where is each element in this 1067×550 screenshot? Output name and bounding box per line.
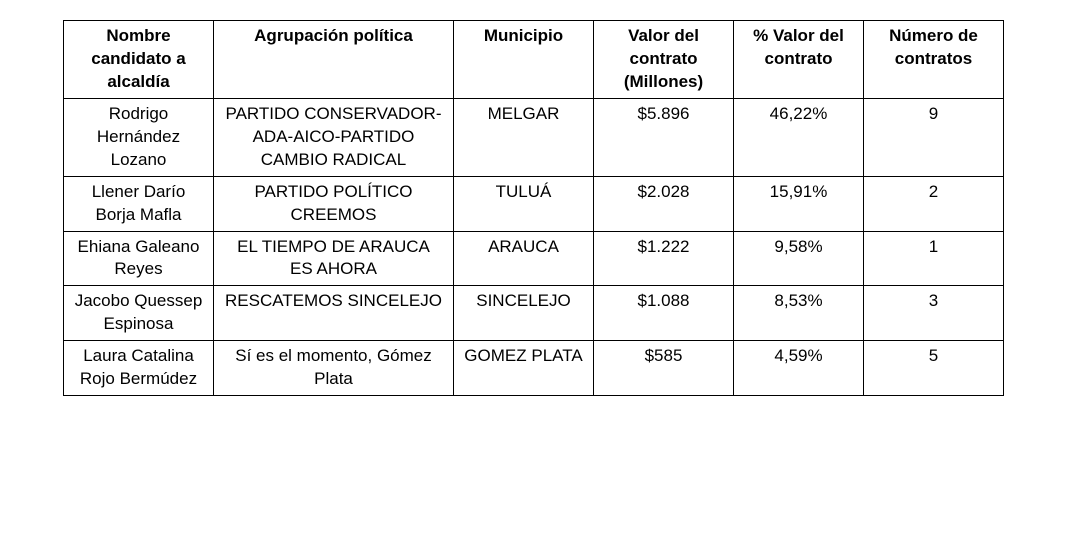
cell-value: $1.088 <box>594 286 734 341</box>
cell-candidate: Ehiana Galeano Reyes <box>64 231 214 286</box>
cell-municipality: GOMEZ PLATA <box>454 341 594 396</box>
cell-candidate: Jacobo Quessep Espinosa <box>64 286 214 341</box>
cell-candidate: Laura Catalina Rojo Bermúdez <box>64 341 214 396</box>
table-header: Nombre candidato a alcaldía Agrupación p… <box>64 21 1004 99</box>
cell-party: RESCATEMOS SINCELEJO <box>214 286 454 341</box>
cell-count: 5 <box>864 341 1004 396</box>
cell-percent: 8,53% <box>734 286 864 341</box>
cell-percent: 15,91% <box>734 176 864 231</box>
cell-municipality: SINCELEJO <box>454 286 594 341</box>
cell-percent: 9,58% <box>734 231 864 286</box>
cell-municipality: TULUÁ <box>454 176 594 231</box>
cell-party: EL TIEMPO DE ARAUCA ES AHORA <box>214 231 454 286</box>
cell-count: 3 <box>864 286 1004 341</box>
cell-count: 2 <box>864 176 1004 231</box>
cell-value: $1.222 <box>594 231 734 286</box>
cell-party: PARTIDO POLÍTICO CREEMOS <box>214 176 454 231</box>
cell-party: Sí es el momento, Gómez Plata <box>214 341 454 396</box>
cell-municipality: ARAUCA <box>454 231 594 286</box>
table-body: Rodrigo Hernández Lozano PARTIDO CONSERV… <box>64 98 1004 395</box>
table-row: Laura Catalina Rojo Bermúdez Sí es el mo… <box>64 341 1004 396</box>
col-header-count: Número de contratos <box>864 21 1004 99</box>
table-row: Jacobo Quessep Espinosa RESCATEMOS SINCE… <box>64 286 1004 341</box>
cell-percent: 46,22% <box>734 98 864 176</box>
col-header-value: Valor del contrato (Millones) <box>594 21 734 99</box>
col-header-municipality: Municipio <box>454 21 594 99</box>
col-header-percent: % Valor del contrato <box>734 21 864 99</box>
col-header-party: Agrupación política <box>214 21 454 99</box>
cell-percent: 4,59% <box>734 341 864 396</box>
cell-count: 9 <box>864 98 1004 176</box>
cell-value: $5.896 <box>594 98 734 176</box>
table-row: Llener Darío Borja Mafla PARTIDO POLÍTIC… <box>64 176 1004 231</box>
cell-count: 1 <box>864 231 1004 286</box>
cell-party: PARTIDO CONSERVADOR-ADA-AICO-PARTIDO CAM… <box>214 98 454 176</box>
cell-municipality: MELGAR <box>454 98 594 176</box>
header-row: Nombre candidato a alcaldía Agrupación p… <box>64 21 1004 99</box>
table-row: Rodrigo Hernández Lozano PARTIDO CONSERV… <box>64 98 1004 176</box>
col-header-candidate: Nombre candidato a alcaldía <box>64 21 214 99</box>
cell-candidate: Llener Darío Borja Mafla <box>64 176 214 231</box>
contracts-table: Nombre candidato a alcaldía Agrupación p… <box>63 20 1004 396</box>
cell-value: $2.028 <box>594 176 734 231</box>
cell-value: $585 <box>594 341 734 396</box>
cell-candidate: Rodrigo Hernández Lozano <box>64 98 214 176</box>
table-row: Ehiana Galeano Reyes EL TIEMPO DE ARAUCA… <box>64 231 1004 286</box>
